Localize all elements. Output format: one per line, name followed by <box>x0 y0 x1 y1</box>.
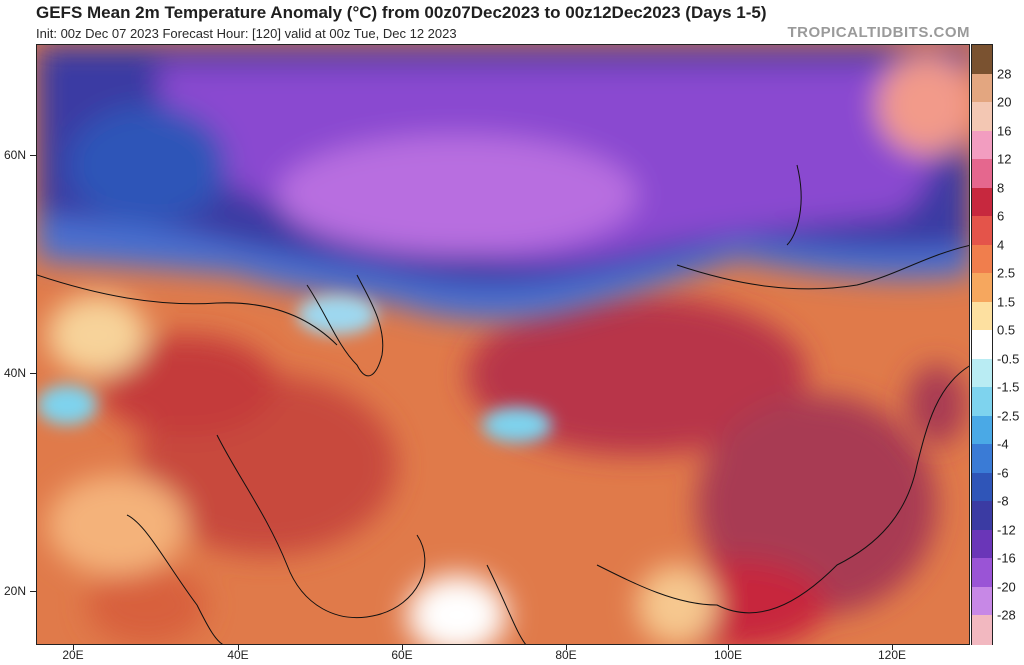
lat-label-60n: 60N <box>4 148 27 162</box>
egypt-pale <box>47 475 187 575</box>
kazakh-cold-core <box>277 135 637 255</box>
colorbar-label: -2.5 <box>997 408 1020 424</box>
colorbar-segment <box>972 387 992 417</box>
far-east-warm <box>877 55 969 155</box>
colorbar-segment <box>972 586 992 617</box>
sakhalin-coast <box>786 164 802 246</box>
colorbar-label: -16 <box>997 550 1016 566</box>
colorbar-segment <box>972 73 992 103</box>
colorbar-segment <box>972 501 992 531</box>
lon-label-100e: 100E <box>713 648 743 662</box>
colorbar-label: -20 <box>997 579 1016 595</box>
lon-label-80e: 80E <box>555 648 577 662</box>
colorbar-label: -0.5 <box>997 351 1020 367</box>
lon-tick-80e <box>566 645 567 650</box>
lon-label-120e: 120E <box>877 648 907 662</box>
arabia-coast <box>216 434 426 619</box>
colorbar-label: 2.5 <box>997 265 1016 281</box>
colorbar-label: 16 <box>997 123 1012 139</box>
caspian-coast <box>306 274 384 377</box>
lat-label-40n: 40N <box>4 366 27 380</box>
lon-label-40e: 40E <box>227 648 249 662</box>
mongolia-border <box>676 244 969 290</box>
colorbar-label: -8 <box>997 493 1009 509</box>
tibet-warm <box>467 295 807 455</box>
black-sea-coast <box>37 274 338 346</box>
himalaya-cool <box>482 407 552 443</box>
colorbar-segment <box>972 415 992 445</box>
lat-tick-20n <box>30 591 36 592</box>
colorbar-segment <box>972 330 992 360</box>
lon-tick-120e <box>892 645 893 650</box>
lon-label-60e: 60E <box>391 648 413 662</box>
colorbar-segment <box>972 358 992 388</box>
red-sea-coast <box>126 514 224 644</box>
east-coast <box>596 365 969 614</box>
colorbar-label: -28 <box>997 607 1016 623</box>
lon-label-20e: 20E <box>62 648 84 662</box>
colorbar-segment <box>972 615 992 645</box>
map-subtitle: Init: 00z Dec 07 2023 Forecast Hour: [12… <box>36 26 457 41</box>
colorbar-label: 28 <box>997 66 1012 82</box>
lat-label-20n: 20N <box>4 584 27 598</box>
colorbar-label: 8 <box>997 180 1005 196</box>
colorbar-segment <box>972 558 992 588</box>
caspian-cool <box>297 295 377 335</box>
colorbar-label: -6 <box>997 465 1009 481</box>
lon-tick-20e <box>73 645 74 650</box>
colorbar-label: 20 <box>997 94 1012 110</box>
colorbar-label: 12 <box>997 151 1012 167</box>
anomaly-map-svg <box>37 45 969 644</box>
lon-tick-40e <box>238 645 239 650</box>
bay-pale <box>637 565 717 644</box>
brand-watermark: TROPICALTIDBITS.COM <box>787 24 970 41</box>
china-warm <box>697 395 937 615</box>
colorbar-segment <box>972 444 992 474</box>
colorbar-label: -4 <box>997 436 1009 452</box>
colorbar-label: 4 <box>997 237 1005 253</box>
lon-tick-60e <box>402 645 403 650</box>
colorbar-label: 6 <box>997 208 1005 224</box>
colorbar-segment <box>972 130 992 160</box>
africa-warm <box>87 565 207 644</box>
korea-warm <box>907 365 967 445</box>
colorbar-segment <box>972 472 992 502</box>
anomaly-map <box>36 44 970 645</box>
colorbar-segment <box>972 529 992 559</box>
anatolia-warm <box>97 335 277 435</box>
colorbar-segment <box>972 301 992 331</box>
colorbar-segment <box>972 216 992 246</box>
lat-tick-60n <box>30 155 36 156</box>
colorbar-segment <box>972 244 992 274</box>
coastlines <box>37 164 969 644</box>
arabian-sea-pale <box>407 575 507 644</box>
colorbar-segment <box>972 159 992 189</box>
colorbar-segment <box>972 45 992 75</box>
lon-tick-100e <box>728 645 729 650</box>
colorbar-label: -12 <box>997 522 1016 538</box>
colorbar-label: 1.5 <box>997 294 1016 310</box>
map-title: GEFS Mean 2m Temperature Anomaly (°C) fr… <box>36 3 767 22</box>
colorbar <box>971 44 993 645</box>
colorbar-segment <box>972 273 992 303</box>
colorbar-label: -1.5 <box>997 379 1020 395</box>
aegean-cool <box>37 385 97 425</box>
colorbar-label: 0.5 <box>997 322 1016 338</box>
balkans-pale <box>47 295 147 375</box>
colorbar-segment <box>972 187 992 217</box>
russia-cold <box>67 105 227 225</box>
india-west-coast <box>486 564 527 644</box>
lat-tick-40n <box>30 373 36 374</box>
colorbar-segment <box>972 102 992 132</box>
